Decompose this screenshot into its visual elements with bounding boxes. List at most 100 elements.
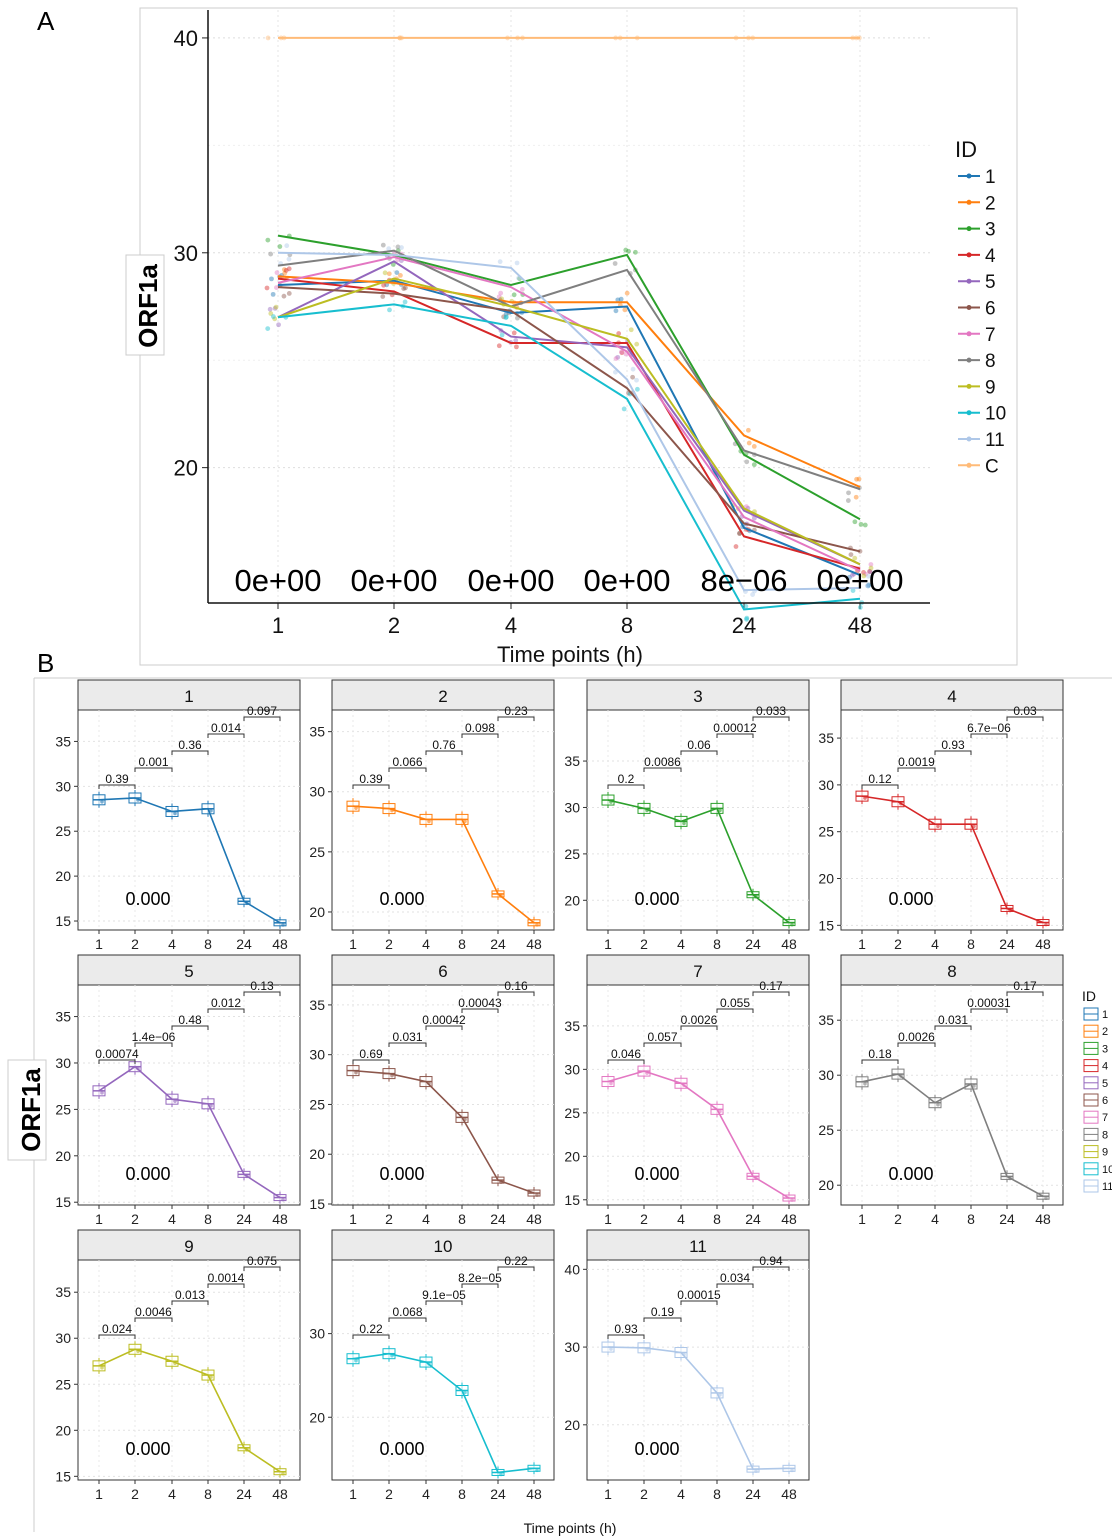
comparison-bracket [461, 733, 499, 738]
x-tick-label: 1 [858, 1211, 866, 1227]
y-tick-label: 20 [309, 904, 325, 920]
x-tick-label: 4 [677, 1486, 685, 1502]
comparison-bracket [352, 1334, 390, 1339]
comparison-pvalue: 0.36 [178, 738, 202, 752]
data-point [790, 922, 794, 927]
x-tick-label: 8 [967, 936, 975, 952]
data-point [744, 504, 749, 510]
comparison-pvalue: 9.1e−05 [422, 1288, 466, 1302]
facet-title: 4 [947, 687, 956, 706]
comparison-pvalue: 0.033 [756, 704, 786, 718]
comparison-bracket [716, 733, 754, 738]
series-line [98, 797, 281, 924]
x-tick-label: 8 [713, 1211, 721, 1227]
data-point [382, 270, 388, 276]
y-tick-label: 20 [818, 871, 834, 887]
facet-title: 9 [184, 1237, 193, 1256]
data-point [402, 285, 408, 291]
x-tick-label: 8 [204, 936, 212, 952]
facet-title: 7 [693, 962, 702, 981]
y-tick-label: 20 [564, 1417, 580, 1433]
x-tick-label: 1 [349, 1211, 357, 1227]
series-line [277, 277, 861, 570]
y-tick-label: 25 [55, 1376, 71, 1392]
comparison-pvalue: 0.00012 [713, 721, 757, 735]
y-tick-label: 30 [55, 1055, 71, 1071]
y-tick-label: 35 [309, 997, 325, 1013]
comparison-pvalue: 0.94 [759, 1254, 783, 1268]
facet-stat-label: 0.000 [379, 1439, 424, 1459]
x-tick-label: 48 [1035, 1211, 1051, 1227]
data-point [854, 476, 859, 482]
legend-key-dot [966, 331, 972, 337]
data-point [634, 386, 640, 392]
data-point [281, 1471, 285, 1476]
y-tick-label: 20 [309, 1146, 325, 1162]
y-tick-label: 30 [55, 1330, 71, 1346]
data-point [100, 1091, 104, 1095]
y-tick-label: 30 [564, 1061, 580, 1077]
x-tick-label: 4 [505, 613, 517, 638]
comparison-pvalue: 0.0046 [135, 1305, 172, 1319]
comparison-bracket [497, 1266, 535, 1271]
series-line [277, 251, 861, 592]
legend-label: 10 [985, 404, 1006, 425]
comparison-bracket [861, 1059, 899, 1064]
data-point [613, 308, 619, 314]
data-point [868, 565, 874, 571]
legend-label: 5 [1102, 1078, 1108, 1090]
legend-key-dot [966, 252, 972, 258]
series-line [277, 275, 861, 488]
x-tick-label: 24 [745, 1211, 761, 1227]
comparison-pvalue: 0.066 [392, 755, 422, 769]
y-tick-label: 20 [55, 868, 71, 884]
data-point [718, 808, 722, 813]
data-point [733, 544, 739, 549]
data-point [265, 326, 271, 332]
facet-panel [331, 1259, 555, 1481]
comparison-pvalue: 0.014 [211, 721, 241, 735]
y-tick-label: 25 [818, 1122, 834, 1138]
comparison-pvalue: 0.097 [247, 704, 277, 718]
comparison-pvalue: 1.4e−06 [132, 1030, 176, 1044]
data-point [619, 350, 625, 356]
x-tick-label: 1 [858, 936, 866, 952]
comparison-pvalue: 0.93 [614, 1322, 638, 1336]
comparison-pvalue: 0.16 [504, 979, 528, 993]
data-point [936, 1102, 940, 1107]
comparison-bracket [607, 784, 645, 789]
legend-label: 5 [985, 272, 996, 293]
x-tick-label: 4 [422, 1211, 430, 1227]
comparison-bracket [970, 733, 1008, 738]
x-tick-label: 2 [388, 613, 400, 638]
data-point [615, 354, 621, 360]
x-tick-label: 8 [204, 1211, 212, 1227]
x-tick-label: 48 [272, 1486, 288, 1502]
pvalue-label: 0e+00 [583, 563, 670, 598]
x-tick-label: 2 [894, 1211, 902, 1227]
data-point [618, 296, 624, 302]
facet-strip [77, 1229, 301, 1261]
facet-stat-label: 0.000 [125, 1164, 170, 1184]
comparison-bracket [171, 1025, 209, 1030]
x-tick-label: 1 [95, 936, 103, 952]
comparison-bracket [680, 750, 718, 755]
comparison-pvalue: 0.23 [504, 704, 528, 718]
data-point [496, 294, 502, 300]
comparison-bracket [1006, 991, 1044, 996]
comparison-pvalue: 0.046 [611, 1047, 641, 1061]
y-tick-label: 25 [309, 844, 325, 860]
data-point [354, 806, 358, 810]
x-tick-label: 2 [640, 936, 648, 952]
data-point [751, 462, 757, 468]
series-line [607, 1346, 790, 1470]
comparison-pvalue: 0.00015 [677, 1288, 721, 1302]
data-point [847, 574, 852, 580]
data-point [535, 1468, 539, 1473]
comparison-pvalue: 0.098 [465, 721, 495, 735]
x-tick-label: 48 [272, 1211, 288, 1227]
legend-label: 6 [985, 299, 996, 320]
